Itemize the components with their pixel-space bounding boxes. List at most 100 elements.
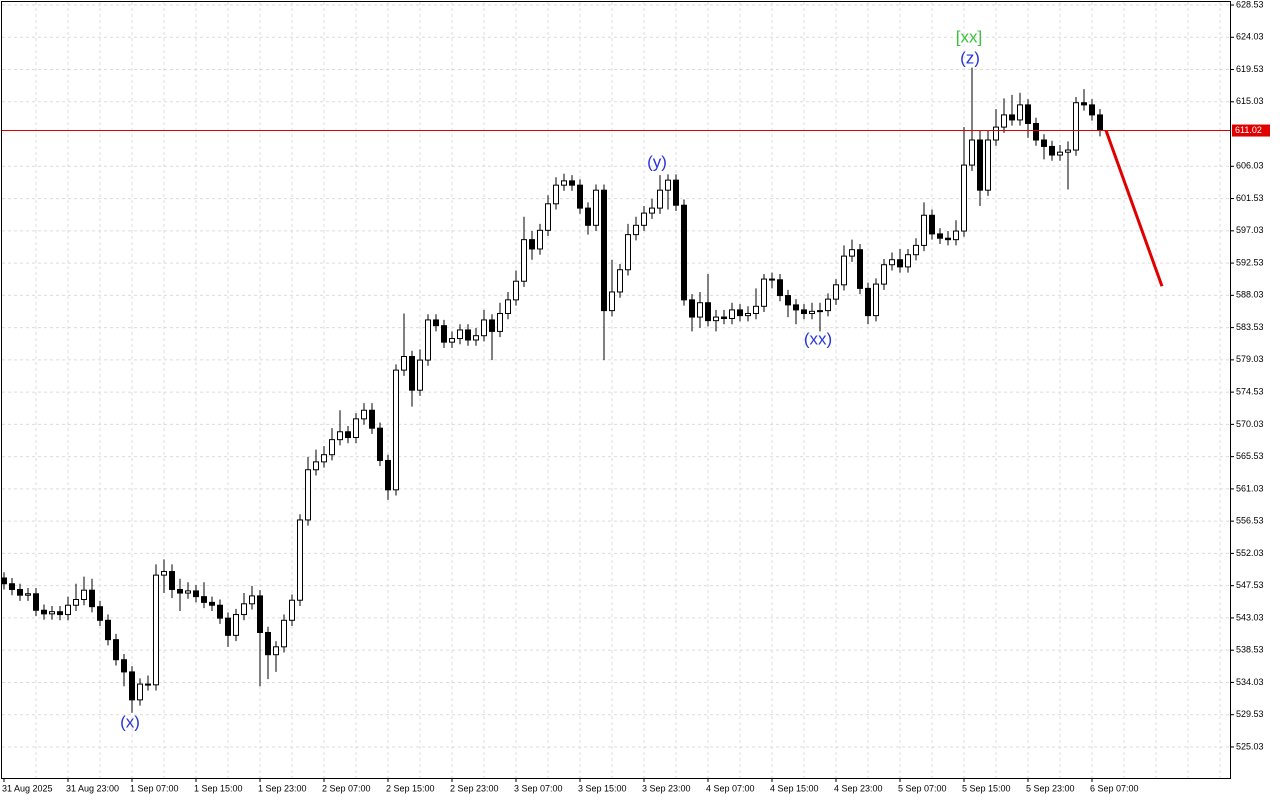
candle-body	[313, 461, 319, 471]
candle-body	[217, 604, 223, 619]
candle-body	[521, 239, 527, 282]
candle-body	[617, 269, 623, 293]
candle-body	[1041, 139, 1047, 147]
candle-body	[961, 164, 967, 232]
candle-body	[1089, 104, 1095, 116]
candle-body	[889, 259, 895, 266]
candle-body	[281, 619, 287, 648]
candle-body	[921, 214, 927, 246]
y-tick-label: 606.03	[1236, 161, 1264, 171]
candle-body	[177, 588, 183, 594]
plot-frame	[1, 1, 1231, 779]
y-tick-label: 556.53	[1236, 516, 1264, 526]
candle-body	[1017, 104, 1023, 121]
candle-body	[873, 283, 879, 317]
candle-body	[257, 595, 263, 633]
candle-body	[537, 229, 543, 250]
candle-body	[1073, 102, 1079, 151]
candle-body	[17, 588, 23, 596]
candle-body	[25, 593, 31, 596]
y-tick-label: 561.03	[1236, 483, 1264, 493]
current-price-label: 611.02	[1235, 125, 1262, 135]
candle-body	[865, 287, 871, 317]
wave-annotation: (z)	[960, 48, 980, 67]
y-tick-label: 588.03	[1236, 290, 1264, 300]
candle-body	[505, 299, 511, 314]
candle-body	[721, 316, 727, 319]
x-tick-label: 1 Sep 07:00	[130, 783, 179, 793]
candle-body	[769, 278, 775, 281]
candle-body	[657, 189, 663, 209]
wave-annotation: [xx]	[956, 27, 982, 46]
candle-body	[625, 234, 631, 271]
candle-body	[1081, 102, 1087, 106]
candle-body	[377, 427, 383, 461]
wave-annotation: (xx)	[804, 329, 832, 348]
x-tick-label: 2 Sep 07:00	[322, 783, 371, 793]
candle-body	[105, 619, 111, 641]
x-tick-label: 4 Sep 15:00	[770, 783, 819, 793]
candle-body	[201, 596, 207, 603]
candle-body	[385, 459, 391, 491]
x-tick-label: 1 Sep 23:00	[258, 783, 307, 793]
candle-body	[601, 189, 607, 312]
candle-body	[833, 284, 839, 300]
y-tick-label: 538.53	[1236, 645, 1264, 655]
forecast-line	[1104, 130, 1164, 287]
candle-body	[929, 214, 935, 235]
y-tick-label: 547.53	[1236, 580, 1264, 590]
candle-body	[849, 249, 855, 257]
candle-body	[1057, 151, 1063, 156]
candle-body	[89, 589, 95, 608]
candle-body	[609, 291, 615, 312]
candle-body	[1065, 149, 1071, 153]
candle-body	[633, 224, 639, 236]
candle-body	[81, 589, 87, 601]
y-tick-label: 525.03	[1236, 741, 1264, 751]
y-tick-label: 628.53	[1236, 0, 1264, 9]
y-tick-label: 583.53	[1236, 322, 1264, 332]
candle-body	[193, 590, 199, 598]
candle-body	[817, 310, 823, 313]
candle-body	[265, 631, 271, 656]
candle-body	[801, 309, 807, 314]
candle-body	[553, 184, 559, 205]
y-tick-label: 601.53	[1236, 193, 1264, 203]
x-tick-label: 4 Sep 23:00	[834, 783, 883, 793]
candle-body	[777, 279, 783, 297]
candle-body	[353, 418, 359, 438]
candle-body	[65, 604, 71, 616]
x-tick-label: 5 Sep 07:00	[898, 783, 947, 793]
y-tick-label: 579.03	[1236, 354, 1264, 364]
candle-body	[457, 329, 463, 340]
candle-body	[545, 203, 551, 231]
candle-body	[529, 239, 535, 250]
x-tick-label: 6 Sep 07:00	[1090, 783, 1139, 793]
candle-body	[121, 659, 127, 673]
x-tick-label: 2 Sep 15:00	[386, 783, 435, 793]
wave-annotation: (y)	[647, 152, 667, 171]
candle-body	[145, 683, 151, 686]
candle-body	[729, 309, 735, 319]
candle-body	[569, 180, 575, 186]
candle-body	[129, 671, 135, 701]
candle-body	[225, 617, 231, 636]
candle-body	[345, 431, 351, 438]
y-tick-label: 565.53	[1236, 451, 1264, 461]
x-tick-label: 3 Sep 23:00	[642, 783, 691, 793]
x-tick-label: 3 Sep 15:00	[578, 783, 627, 793]
y-tick-label: 592.53	[1236, 257, 1264, 267]
candle-body	[985, 139, 991, 191]
y-tick-label: 534.03	[1236, 677, 1264, 687]
candle-body	[649, 207, 655, 214]
candle-body	[481, 319, 487, 337]
candle-body	[289, 599, 295, 621]
candle-body	[241, 603, 247, 616]
candle-body	[857, 249, 863, 289]
candle-body	[793, 304, 799, 311]
candle-body	[593, 189, 599, 226]
y-tick-label: 624.03	[1236, 32, 1264, 42]
candle-body	[401, 355, 407, 371]
candle-body	[9, 583, 15, 590]
